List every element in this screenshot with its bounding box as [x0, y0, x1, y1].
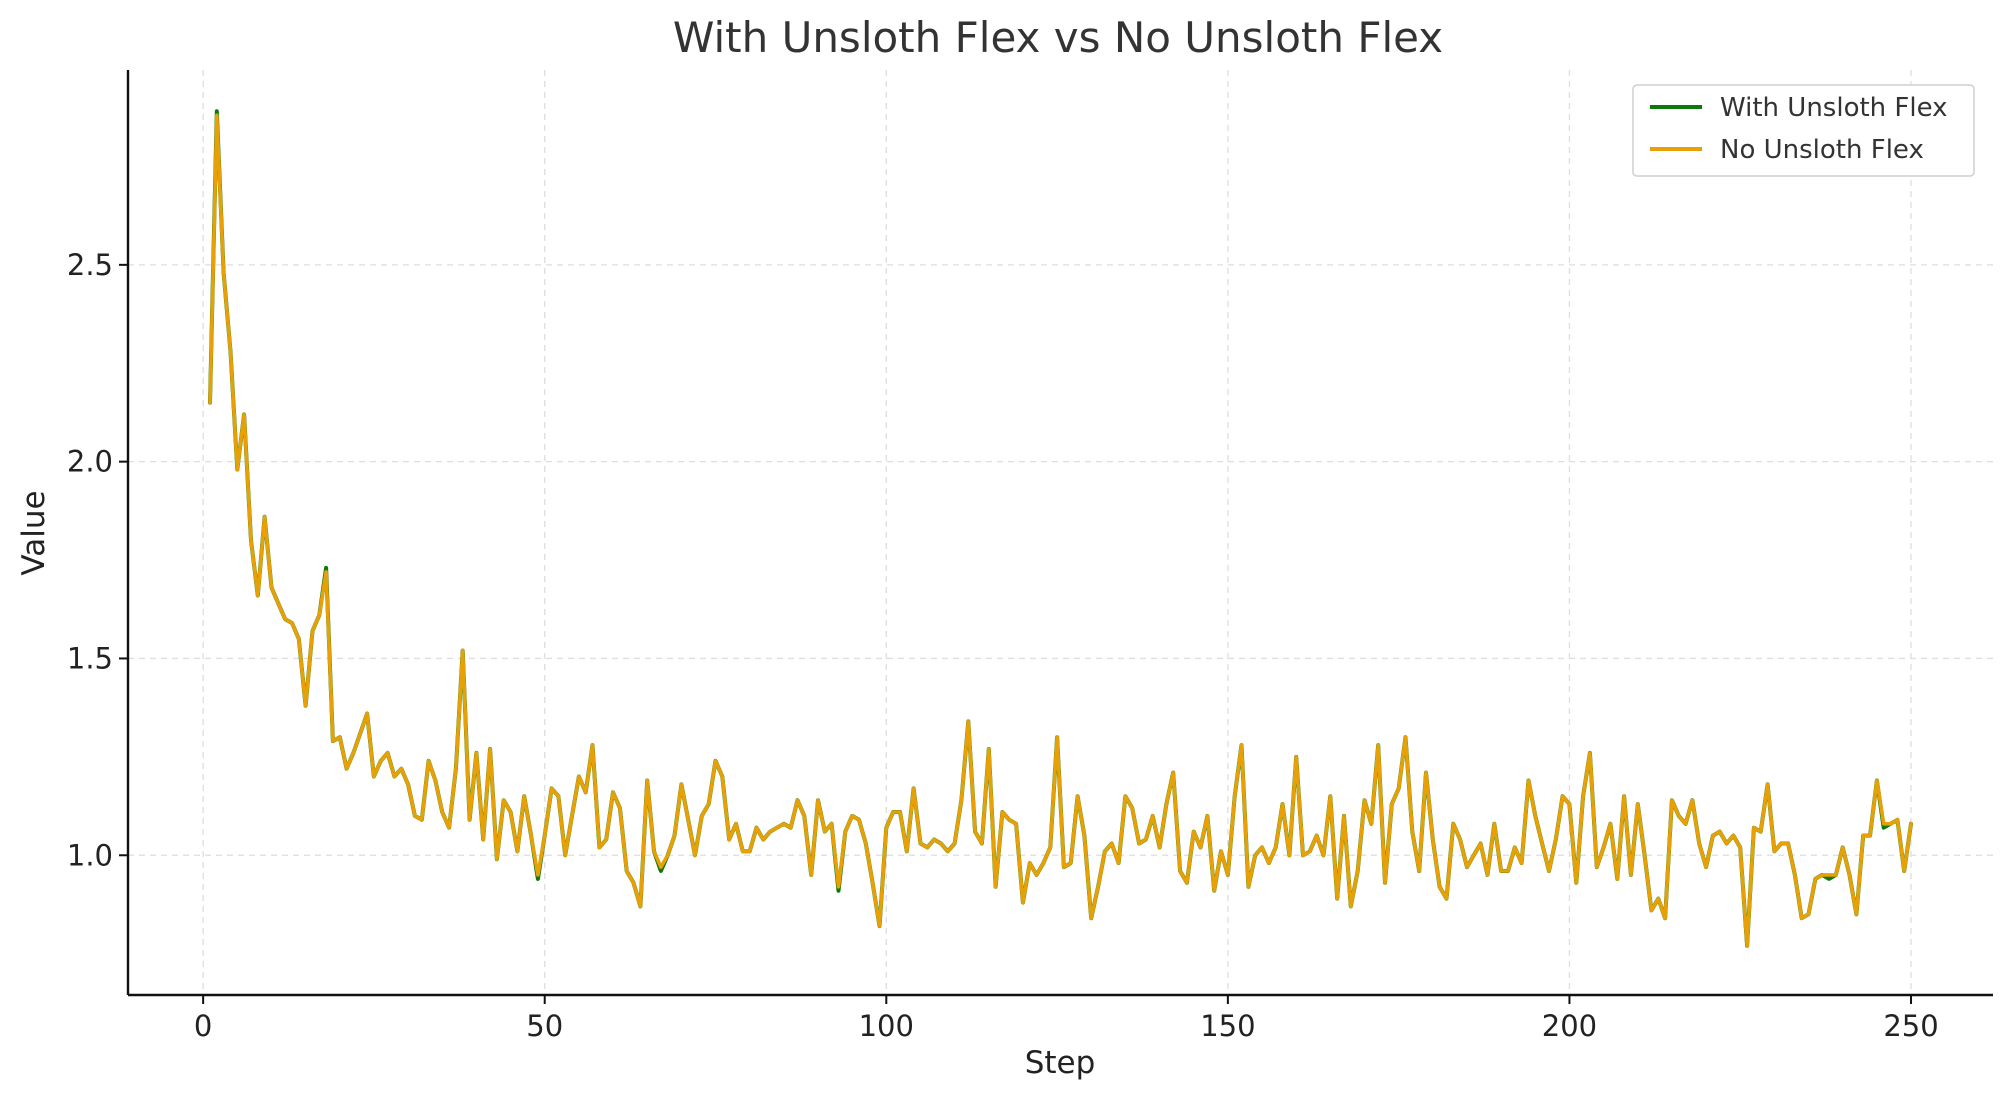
y-tick-label: 1.5 [67, 641, 113, 675]
x-tick-label: 200 [1542, 1009, 1597, 1043]
series-lines [208, 109, 1913, 948]
y-axis-label: Value [16, 490, 52, 575]
y-tick-label: 2.0 [67, 445, 113, 479]
legend-label-with-unsloth-flex: With Unsloth Flex [1720, 93, 1948, 123]
legend: With Unsloth Flex No Unsloth Flex [1632, 84, 1975, 177]
x-tick-label: 0 [194, 1009, 212, 1043]
x-tick-label: 250 [1883, 1009, 1938, 1043]
legend-box [1632, 84, 1975, 177]
legend-label-no-unsloth-flex: No Unsloth Flex [1720, 135, 1924, 165]
y-axis-ticks: 1.0 1.5 2.0 2.5 [67, 248, 128, 872]
x-tick-label: 100 [859, 1009, 914, 1043]
gridlines [128, 70, 1993, 995]
y-tick-label: 1.0 [67, 838, 113, 872]
x-axis-ticks: 0 50 100 150 200 250 [194, 995, 1939, 1043]
chart-title: With Unsloth Flex vs No Unsloth Flex [673, 13, 1443, 62]
x-tick-label: 50 [526, 1009, 563, 1043]
series-line-no-unsloth-flex [208, 113, 1913, 948]
x-tick-label: 150 [1200, 1009, 1255, 1043]
x-axis-label: Step [1025, 1045, 1096, 1081]
y-tick-label: 2.5 [67, 248, 113, 282]
